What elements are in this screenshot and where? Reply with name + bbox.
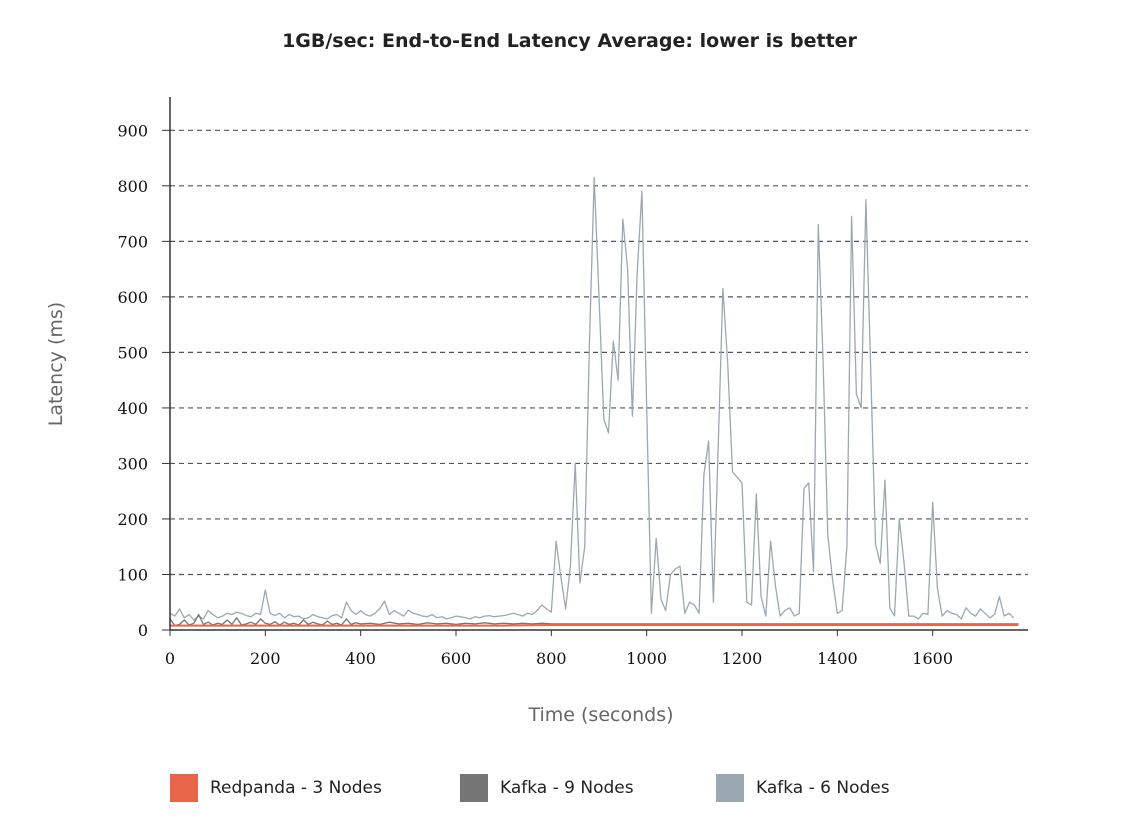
y-tick-label: 200 (117, 510, 148, 529)
series-line-kafka-9-nodes (169, 613, 1019, 627)
gridlines (170, 129, 1028, 576)
tick-labels: 0 100 200 300 400 500 600 700 800 900 0 200 400 600 80… (117, 121, 953, 668)
series-line-redpanda-3-nodes (170, 624, 1019, 627)
legend-item-redpanda-3-nodes: Redpanda - 3 Nodes (170, 774, 382, 802)
x-tick-label: 1600 (912, 649, 953, 668)
y-tick-label: 100 (117, 565, 148, 584)
x-tick-label: 400 (345, 649, 376, 668)
axes (162, 97, 1028, 636)
legend-label: Kafka - 6 Nodes (756, 778, 890, 798)
x-tick-label: 0 (165, 649, 175, 668)
x-tick-label: 1200 (722, 649, 763, 668)
x-tick-label: 800 (536, 649, 567, 668)
series-lines (169, 176, 1019, 627)
y-tick-label: 800 (117, 177, 148, 196)
x-tick-label: 1400 (817, 649, 858, 668)
y-axis-label: Latency (ms) (45, 302, 67, 426)
legend-label: Kafka - 9 Nodes (500, 778, 634, 798)
y-tick-label: 0 (138, 621, 148, 640)
legend-swatch (460, 774, 488, 802)
x-tick-label: 1000 (626, 649, 667, 668)
series-line-kafka-6-nodes (169, 176, 1015, 621)
y-tick-label: 900 (117, 121, 148, 140)
y-tick-label: 600 (117, 288, 148, 307)
y-tick-label: 500 (117, 343, 148, 362)
y-tick-label: 400 (117, 399, 148, 418)
legend-label: Redpanda - 3 Nodes (210, 778, 382, 798)
legend: Redpanda - 3 Nodes Kafka - 9 Nodes Kafka -… (0, 774, 1139, 810)
chart-title: 1GB/sec: End-to-End Latency Average: low… (282, 30, 857, 52)
legend-item-kafka-9-nodes: Kafka - 9 Nodes (460, 774, 634, 802)
y-tick-label: 700 (117, 232, 148, 251)
y-tick-label: 300 (117, 454, 148, 473)
legend-swatch (716, 774, 744, 802)
x-axis-label: Time (seconds) (527, 704, 673, 726)
x-tick-label: 600 (441, 649, 472, 668)
x-tick-label: 200 (250, 649, 281, 668)
legend-item-kafka-6-nodes: Kafka - 6 Nodes (716, 774, 890, 802)
legend-swatch (170, 774, 198, 802)
